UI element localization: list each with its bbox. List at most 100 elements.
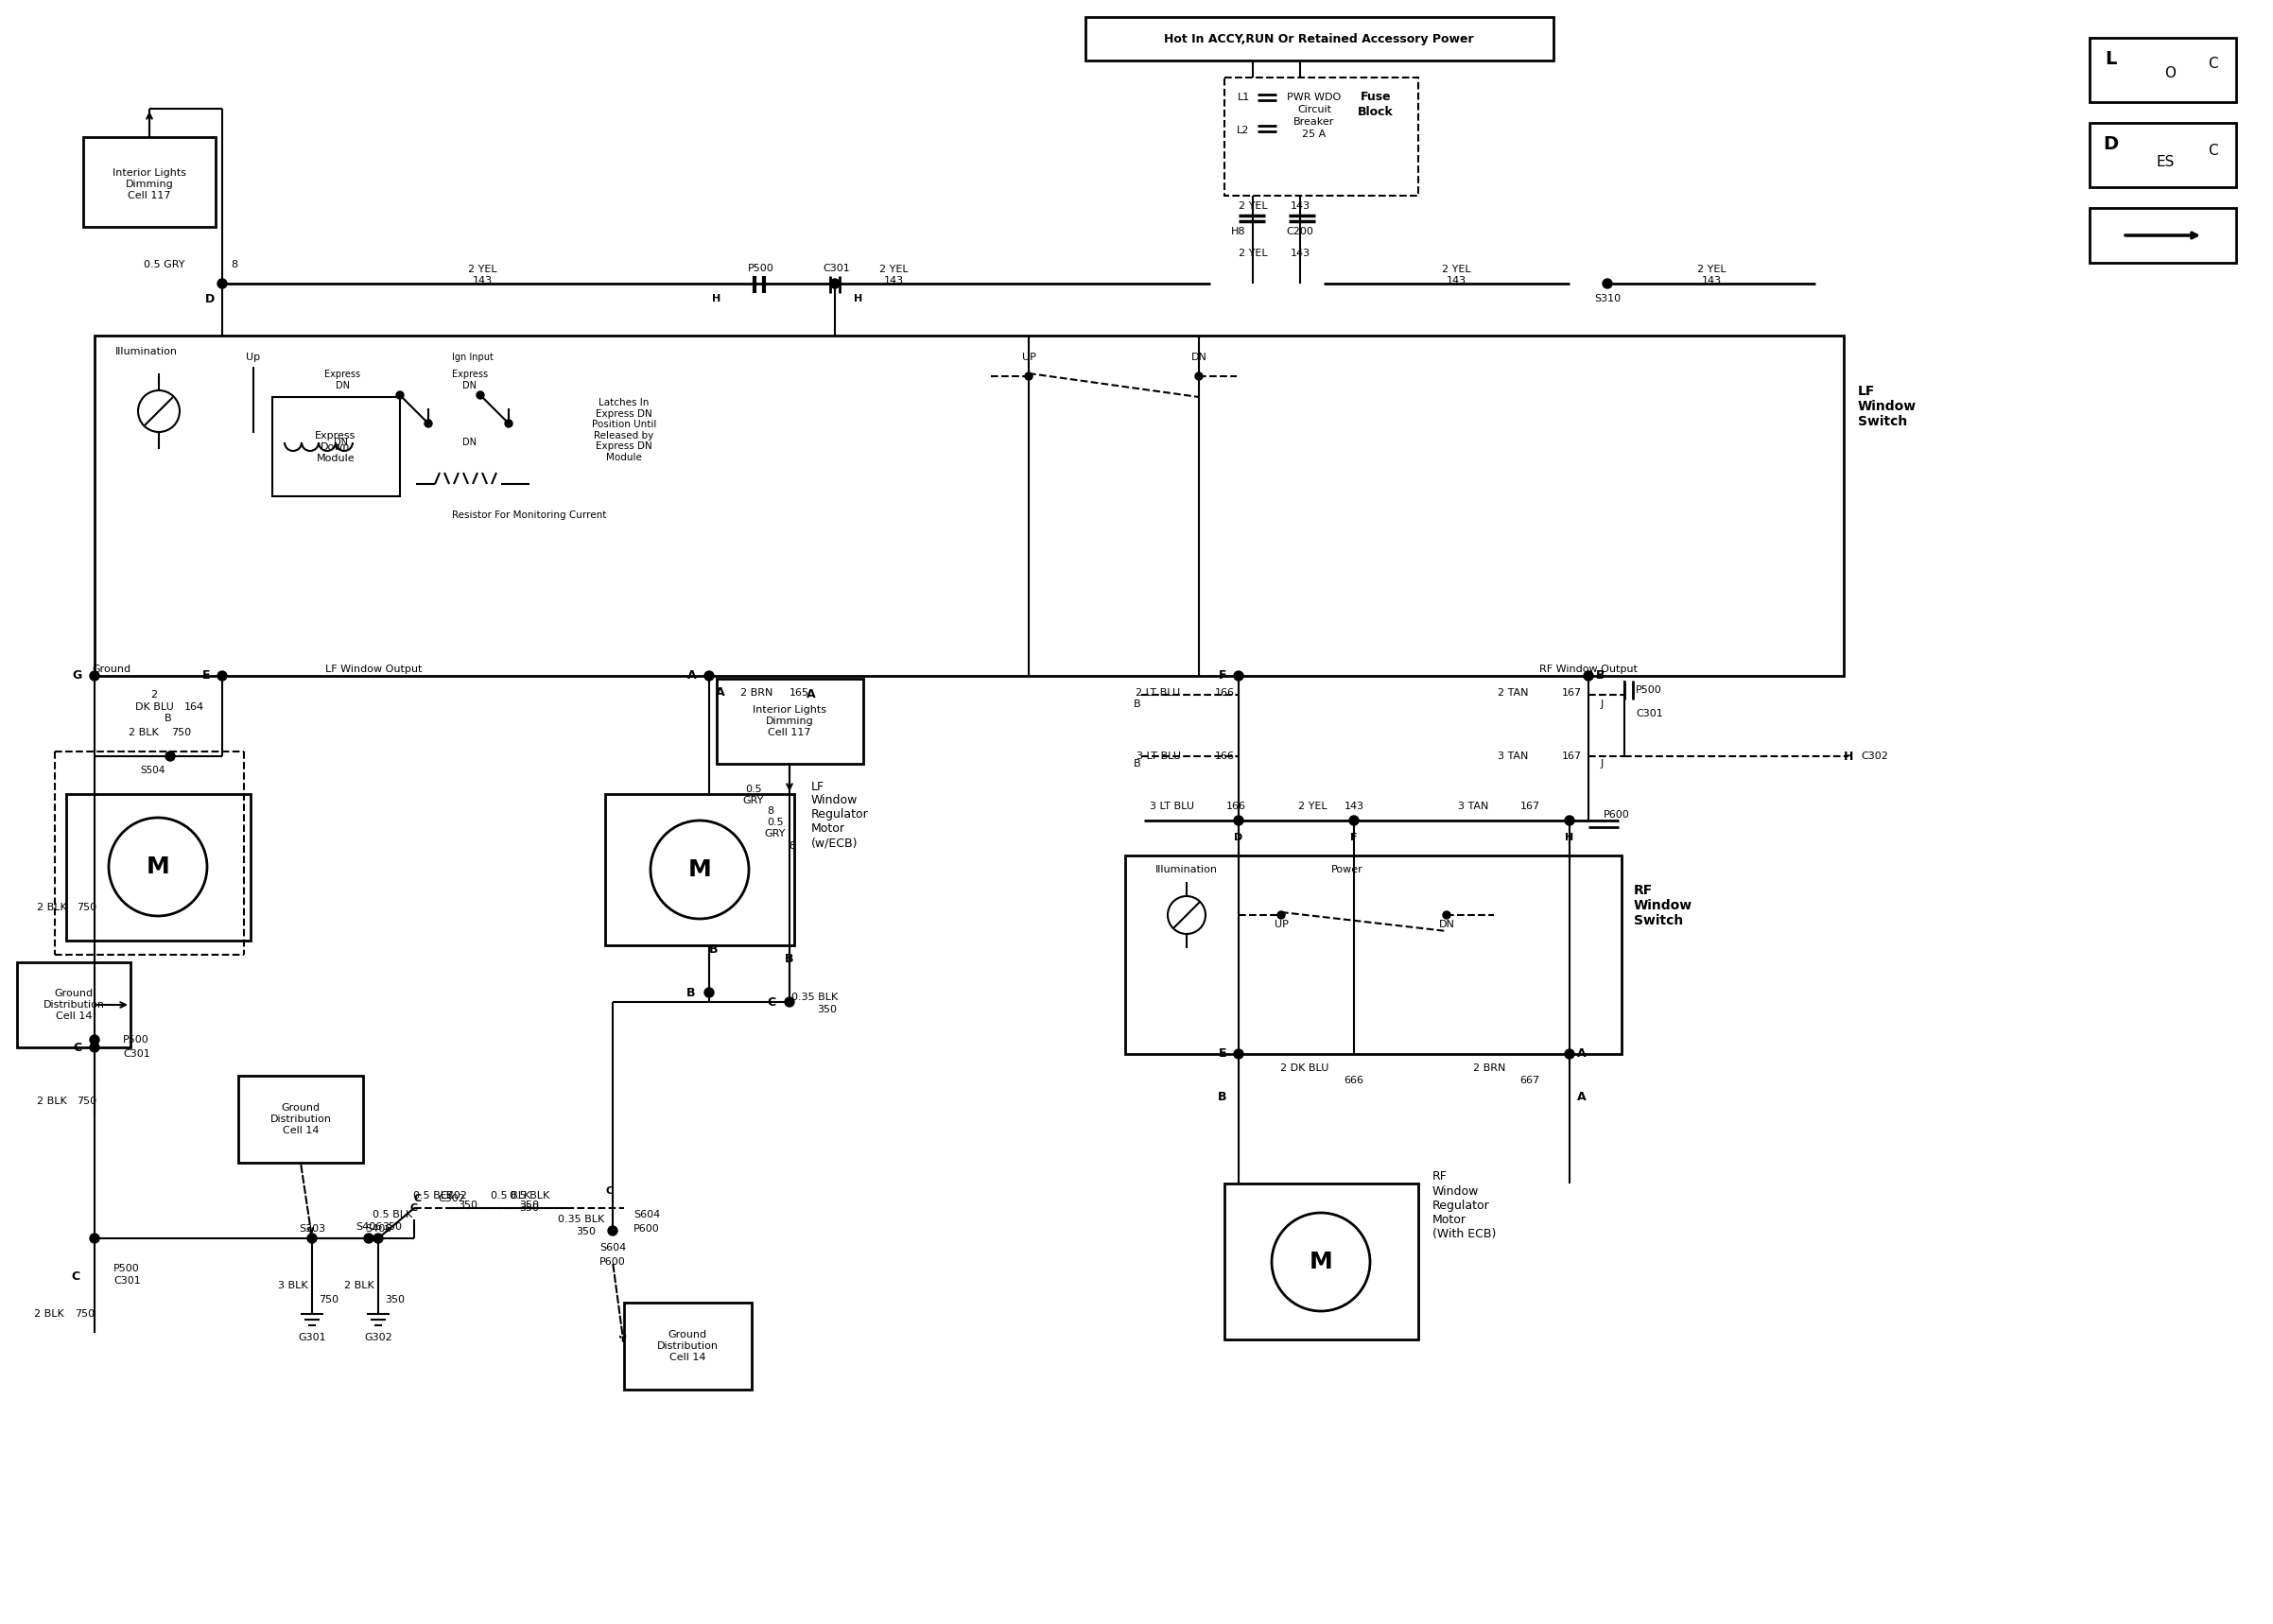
Text: LF
Window
Switch: LF Window Switch [1857,385,1916,429]
Text: 164: 164 [184,702,205,711]
Text: B: B [1218,1090,1227,1103]
Text: H8: H8 [1232,227,1246,237]
Text: Fuse: Fuse [1359,91,1391,102]
Text: 2 YEL: 2 YEL [468,265,498,274]
Circle shape [91,1043,100,1052]
Circle shape [425,419,432,427]
Text: J: J [1600,758,1602,768]
Bar [95,336,1843,676]
Text: 0.5: 0.5 [746,784,761,794]
Text: D: D [205,292,214,305]
Bar [239,1075,364,1163]
Text: Ground: Ground [93,664,132,674]
Text: Breaker: Breaker [1293,117,1334,127]
Text: 750: 750 [170,728,191,737]
Text: 2 DK BLU: 2 DK BLU [1280,1064,1330,1073]
Text: 350: 350 [818,1005,836,1015]
Text: 2 BLK: 2 BLK [36,1096,66,1106]
Text: 3 TAN: 3 TAN [1457,802,1489,810]
Text: 166: 166 [1225,802,1246,810]
Text: Power: Power [1332,866,1364,874]
Text: C: C [607,1187,614,1195]
Text: RF
Window
Switch: RF Window Switch [1634,883,1693,927]
Text: S604: S604 [600,1242,625,1252]
Text: 750: 750 [77,1096,98,1106]
Text: Ground
Distribution
Cell 14: Ground Distribution Cell 14 [43,989,105,1020]
Text: 2 BLK: 2 BLK [343,1281,375,1291]
Text: C: C [73,1270,80,1283]
Circle shape [1234,815,1243,825]
Text: C: C [414,1194,423,1203]
Text: 350: 350 [577,1228,596,1236]
Circle shape [1564,815,1575,825]
Circle shape [477,391,484,400]
Circle shape [1443,911,1450,919]
Text: 0.5 GRY: 0.5 GRY [143,260,184,270]
Circle shape [784,997,793,1007]
Text: P600: P600 [1602,810,1630,820]
Circle shape [1584,671,1593,680]
Text: 0.5 BLK: 0.5 BLK [509,1190,550,1200]
Text: 166: 166 [1214,689,1234,698]
Text: 750: 750 [77,903,98,913]
Bar [605,794,793,945]
Text: S604: S604 [634,1210,659,1220]
Text: DK BLU: DK BLU [134,702,173,711]
Circle shape [1350,815,1359,825]
Text: Up: Up [245,352,261,362]
Text: 0.5 BLK: 0.5 BLK [414,1190,452,1200]
Text: LF Window Output: LF Window Output [325,664,423,674]
Text: 143: 143 [473,276,493,286]
Bar [2089,208,2237,263]
Text: 350: 350 [459,1200,477,1210]
Text: 143: 143 [1446,276,1466,286]
Text: 165: 165 [789,689,809,698]
Text: B: B [709,944,718,957]
Text: 2 BRN: 2 BRN [1473,1064,1505,1073]
Text: 350: 350 [521,1200,539,1210]
Text: B: B [1596,669,1605,682]
Bar [1086,16,1552,60]
Text: L1: L1 [1237,93,1250,102]
Circle shape [705,671,714,680]
Text: G301: G301 [298,1333,325,1343]
Text: P500: P500 [114,1263,139,1273]
Text: 0.5: 0.5 [766,817,784,827]
Text: Illumination: Illumination [116,348,177,356]
Bar [2089,123,2237,187]
Bar [84,136,216,227]
Text: 2 BRN: 2 BRN [741,689,773,698]
Circle shape [91,1234,100,1242]
Bar [273,396,400,497]
Text: C302: C302 [1862,752,1889,762]
Text: C301: C301 [823,263,850,273]
Circle shape [307,1234,316,1242]
Text: C200: C200 [1287,227,1314,237]
Text: A: A [1577,1090,1587,1103]
Text: Block: Block [1357,106,1393,117]
Text: E: E [202,669,209,682]
Text: B: B [1134,700,1141,710]
Text: Ground
Distribution
Cell 14: Ground Distribution Cell 14 [270,1104,332,1135]
Text: 0.5 BLK: 0.5 BLK [373,1210,411,1220]
Text: UP: UP [1275,919,1289,929]
Text: 2 BLK: 2 BLK [130,728,159,737]
Text: P500: P500 [748,263,775,273]
Text: Express
Down
Module: Express Down Module [316,432,357,463]
Circle shape [166,752,175,762]
Text: DN: DN [1191,352,1207,362]
Text: C301: C301 [114,1276,141,1286]
Text: 8: 8 [789,841,796,851]
Text: Illumination: Illumination [1155,866,1218,874]
Text: 2 TAN: 2 TAN [1498,689,1527,698]
Text: 167: 167 [1521,802,1539,810]
Text: 3 BLK: 3 BLK [277,1281,309,1291]
Text: M: M [689,859,711,880]
Text: 350: 350 [521,1203,539,1213]
Text: Latches In
Express DN
Position Until
Released by
Express DN
Module: Latches In Express DN Position Until Rel… [591,398,657,463]
Circle shape [218,671,227,680]
Text: ES: ES [2157,156,2175,169]
Text: 143: 143 [884,276,902,286]
Text: 143: 143 [1702,276,1721,286]
Text: Circuit: Circuit [1298,106,1332,114]
